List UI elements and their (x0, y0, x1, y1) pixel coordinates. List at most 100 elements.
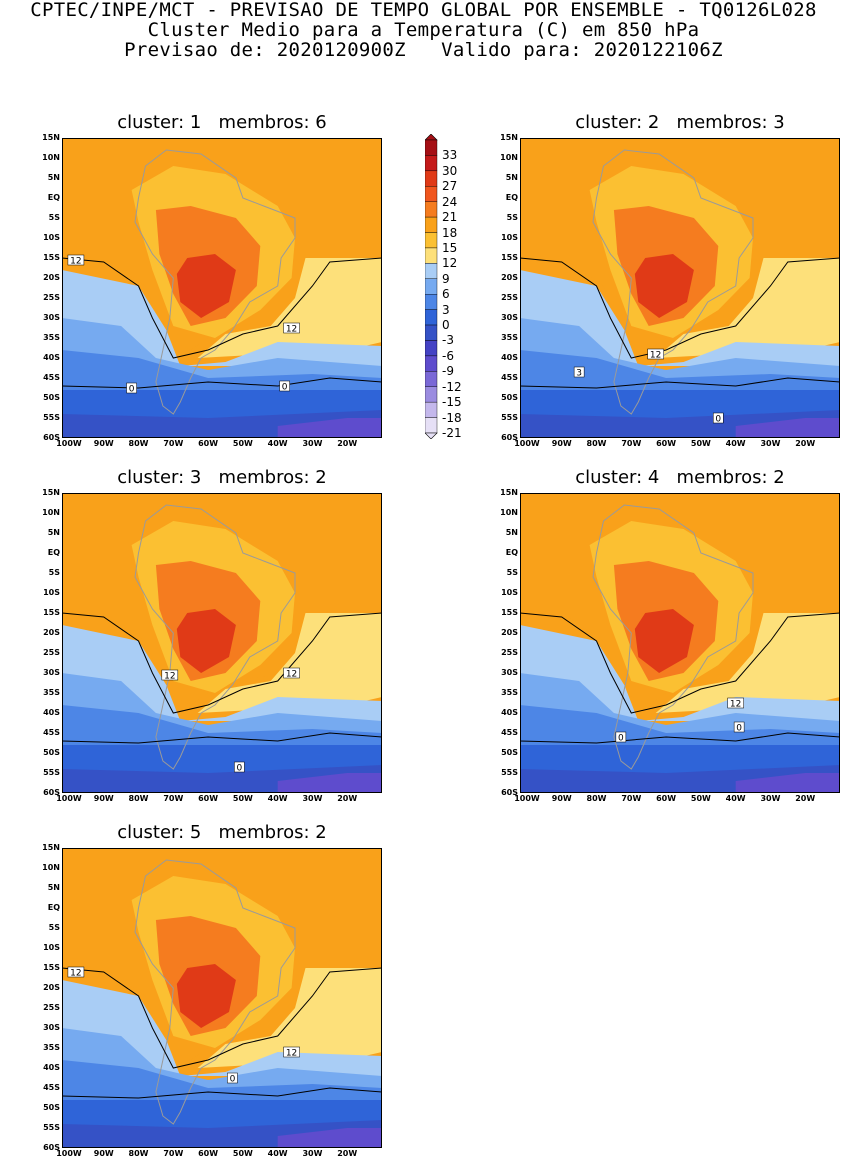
longitude-label: 90W (93, 794, 114, 803)
latitude-label: 60S (43, 788, 60, 797)
latitude-label: 50S (43, 393, 60, 402)
cluster-1-title: cluster: 1 membros: 6 (117, 112, 327, 133)
longitude-label: 80W (128, 439, 149, 448)
forecast-dates: Previsao de: 2020120900Z Valido para: 20… (124, 39, 723, 61)
latitude-label: 5S (48, 923, 60, 932)
map-frame (520, 493, 840, 793)
latitude-label: 5S (48, 213, 60, 222)
colorbar-level-label: 15 (442, 240, 458, 255)
longitude-label: 30W (760, 794, 781, 803)
longitude-label: 30W (302, 1149, 323, 1158)
svg-text:0: 0 (736, 724, 742, 734)
latitude-label: 40S (43, 708, 60, 717)
latitude-label: 35S (43, 333, 60, 342)
longitude-label: 100W (514, 794, 540, 803)
colorbar-level-label: -15 (442, 395, 462, 410)
latitude-label: 55S (43, 768, 60, 777)
contour-0 (62, 732, 382, 744)
latitude-label: 45S (501, 728, 518, 737)
longitude-label: 40W (725, 794, 746, 803)
svg-text:12: 12 (286, 1049, 297, 1059)
colorbar-level-label: -18 (442, 410, 462, 425)
contour-label: 12 (283, 322, 300, 335)
map-frame (62, 848, 382, 1148)
temperature-band (176, 964, 236, 1028)
latitude-label: 35S (501, 333, 518, 342)
latitude-label: 15N (42, 133, 60, 142)
colorbar-swatch (425, 309, 438, 326)
colorbar-swatch (425, 294, 438, 310)
latitude-label: 15N (42, 843, 60, 852)
temperature-band (197, 968, 382, 1068)
map-frame (62, 138, 382, 438)
colorbar-swatch (425, 232, 438, 249)
colorbar-top-arrow (425, 134, 438, 141)
latitude-label: 60S (501, 788, 518, 797)
cluster-3-title: cluster: 3 membros: 2 (117, 467, 327, 488)
contour-label: 0 (234, 761, 245, 774)
latitude-label: 10S (43, 233, 60, 242)
latitude-label: 45S (43, 728, 60, 737)
colorbar-swatch (425, 155, 438, 172)
longitude-label: 100W (514, 439, 540, 448)
svg-text:3: 3 (576, 369, 582, 379)
colorbar-bottom-arrow (425, 432, 438, 439)
temperature-band (277, 773, 382, 793)
longitude-label: 20W (795, 439, 816, 448)
latitude-label: 20S (501, 273, 518, 282)
colorbar-swatch (425, 355, 438, 372)
temperature-band (176, 254, 236, 318)
colorbar-swatch (425, 170, 438, 187)
colorbar-swatch (425, 386, 438, 403)
latitude-label: 30S (43, 668, 60, 677)
svg-text:12: 12 (70, 257, 81, 267)
latitude-label: 35S (501, 688, 518, 697)
colorbar-level-label: 30 (442, 163, 458, 178)
longitude-label: 20W (337, 439, 358, 448)
longitude-label: 90W (93, 439, 114, 448)
contour-0 (62, 1087, 382, 1099)
latitude-label: 25S (501, 648, 518, 657)
latitude-label: 50S (43, 748, 60, 757)
colorbar-level-label: 21 (442, 210, 458, 225)
longitude-label: 90W (93, 1149, 114, 1158)
latitude-label: EQ (47, 903, 60, 912)
temperature-band (735, 773, 840, 793)
contour-label: 0 (227, 1072, 238, 1085)
latitude-label: EQ (505, 193, 518, 202)
colorbar-swatch (425, 186, 438, 202)
latitude-label: 15S (43, 608, 60, 617)
longitude-label: 90W (551, 794, 572, 803)
longitude-label: 40W (267, 1149, 288, 1158)
cluster-5-title: cluster: 5 membros: 2 (117, 822, 327, 843)
colorbar-swatch (425, 340, 438, 357)
subtitle: Cluster Medio para a Temperatura (C) em … (147, 19, 700, 41)
latitude-label: 30S (43, 1023, 60, 1032)
longitude-label: 90W (551, 439, 572, 448)
coastline (134, 859, 296, 1125)
latitude-label: 10N (500, 508, 518, 517)
longitude-label: 100W (56, 794, 82, 803)
temperature-band (520, 350, 840, 398)
longitude-label: 30W (302, 794, 323, 803)
temperature-colorbar (425, 134, 438, 439)
contour-0 (62, 377, 382, 389)
latitude-label: 5S (506, 568, 518, 577)
longitude-label: 70W (163, 439, 184, 448)
latitude-label: 35S (43, 688, 60, 697)
latitude-label: 25S (43, 293, 60, 302)
svg-text:12: 12 (164, 672, 175, 682)
coastline (592, 504, 754, 770)
colorbar-level-label: 3 (442, 302, 450, 317)
cluster-2-title: cluster: 2 membros: 3 (575, 112, 785, 133)
latitude-label: 15S (501, 608, 518, 617)
svg-text:12: 12 (650, 351, 661, 361)
svg-text:12: 12 (286, 325, 297, 335)
colorbar-level-label: -21 (442, 426, 462, 440)
colorbar-swatch (425, 139, 438, 156)
latitude-label: 10S (43, 943, 60, 952)
svg-text:0: 0 (129, 385, 135, 395)
latitude-label: 5S (48, 568, 60, 577)
longitude-label: 40W (725, 439, 746, 448)
contour-label: 12 (647, 348, 664, 361)
